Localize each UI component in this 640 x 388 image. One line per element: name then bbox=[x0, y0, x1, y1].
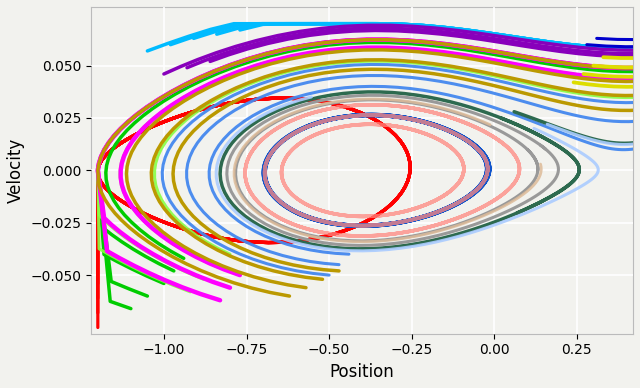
X-axis label: Position: Position bbox=[330, 363, 394, 381]
Y-axis label: Velocity: Velocity bbox=[7, 138, 25, 203]
